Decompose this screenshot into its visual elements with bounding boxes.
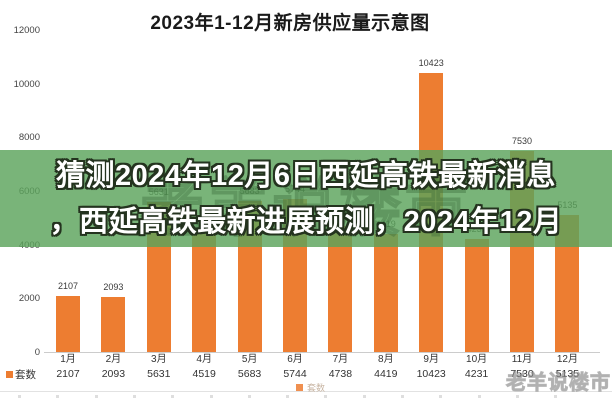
cropped-row-stub (132, 395, 136, 398)
cropped-row-stub (56, 395, 60, 398)
x-tick-label: 7月 (332, 354, 349, 365)
table-cell: 2093 (101, 368, 126, 380)
table-row-header: 套数 (15, 369, 36, 381)
x-tick-label: 8月 (378, 354, 394, 365)
table-cell: 5683 (237, 368, 262, 380)
cropped-row-stub (515, 395, 519, 398)
cropped-row-stub (324, 395, 328, 398)
x-tick-label: 3月 (151, 354, 167, 365)
series-key-swatch (6, 371, 13, 378)
x-tick-label: 6月 (287, 354, 303, 365)
x-tick-label: 5月 (241, 354, 258, 365)
cropped-row-stub (362, 395, 366, 398)
headline-line-2: ，西延高铁最新进展预测，2024年12月 (49, 205, 563, 238)
table-cell: 4231 (464, 368, 489, 380)
bar (464, 238, 489, 353)
legend-swatch (296, 384, 303, 391)
chart-title: 2023年1-12月新房供应量示意图 (150, 13, 430, 34)
cropped-row-stub (94, 395, 98, 398)
table-cell: 4419 (374, 368, 398, 380)
cropped-row-stub (477, 395, 481, 398)
table-cell: 2107 (56, 368, 80, 380)
cropped-row-stub (18, 395, 21, 398)
bar (101, 296, 126, 353)
bar (56, 295, 80, 353)
x-tick-label: 2月 (105, 354, 122, 365)
x-tick-label: 10月 (466, 354, 488, 365)
legend-label: 套数 (307, 383, 326, 393)
table-cell: 10423 (416, 368, 446, 380)
table-bottom-rule (0, 391, 612, 392)
bar-value-label: 7530 (511, 135, 533, 146)
bar (373, 233, 398, 353)
y-tick-label: 10000 (13, 78, 40, 90)
cropped-row-stub (554, 395, 558, 398)
bar (192, 231, 217, 353)
cropped-row-stub (401, 395, 404, 398)
x-tick-label: 4月 (196, 354, 212, 365)
cropped-row-stub (209, 395, 213, 398)
x-tick-label: 1月 (60, 354, 76, 365)
y-tick-label: 12000 (13, 25, 40, 36)
site-watermark: 老羊说楼市 (506, 372, 611, 395)
bar-value-label: 10423 (418, 57, 444, 68)
table-cell: 5135 (555, 368, 580, 380)
y-tick-label: 8000 (18, 132, 40, 144)
x-tick-label: 12月 (556, 354, 578, 365)
table-cell: 5744 (283, 368, 307, 380)
headline-line-1: 猜测2024年12月6日西延高铁最新消息 (56, 159, 556, 192)
x-tick-label: 9月 (423, 354, 439, 365)
cropped-row-stub (171, 395, 175, 398)
chart-legend: 套数 (296, 381, 325, 394)
table-cell: 4738 (328, 368, 353, 380)
table-cell: 4519 (192, 368, 216, 380)
cropped-row-stub (439, 395, 443, 398)
cropped-row-stub (286, 395, 290, 398)
x-axis-line (44, 352, 600, 353)
bar-value-label: 2107 (57, 280, 79, 291)
x-tick-label: 11月 (511, 354, 533, 365)
headline-banner: 老羊说楼市 猜测2024年12月6日西延高铁最新消息 ，西延高铁最新进展预测，2… (0, 150, 612, 247)
y-tick-label: 0 (34, 347, 40, 358)
table-cell: 5631 (147, 368, 171, 380)
bar-value-label: 2093 (103, 281, 124, 292)
y-tick-label: 2000 (18, 293, 40, 305)
table-cell: 7530 (510, 368, 534, 380)
cropped-row-stub (247, 395, 251, 398)
